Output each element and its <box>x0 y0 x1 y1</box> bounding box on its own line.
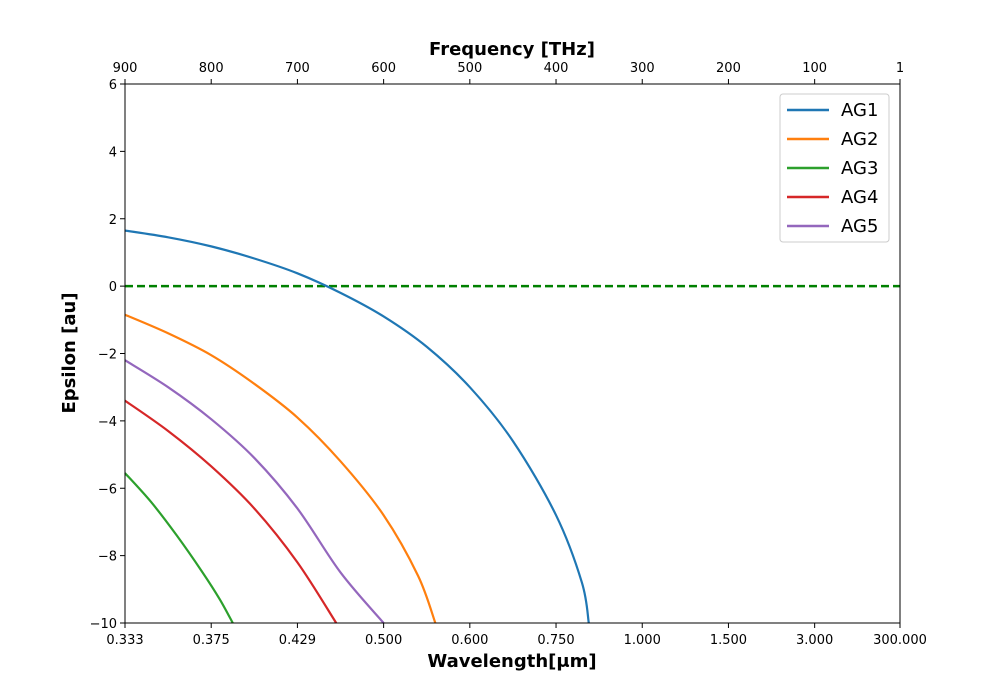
y-tick-label: 0 <box>109 280 117 295</box>
top-tick-label: 200 <box>716 61 741 76</box>
y-tick-label: 6 <box>109 78 117 93</box>
legend: AG1 AG2 AG3 AG4 AG5 <box>779 93 890 243</box>
y-tick-label: 4 <box>109 145 117 160</box>
x-axis-title: Wavelength[μm] <box>427 651 596 672</box>
legend-box <box>779 93 890 243</box>
legend-label-ag2: AG2 <box>841 129 878 150</box>
legend-label-ag3: AG3 <box>841 158 878 179</box>
y-tick-label: −8 <box>98 550 117 565</box>
x-tick-label: 0.600 <box>451 633 488 648</box>
series-line-ag3 <box>124 472 234 624</box>
legend-label-ag1: AG1 <box>841 100 878 121</box>
series-layer <box>124 229 590 624</box>
x-tick-label: 3.000 <box>796 633 833 648</box>
y-tick-label: −6 <box>98 482 117 497</box>
top-tick-label: 800 <box>199 61 224 76</box>
top-tick-label: 700 <box>285 61 310 76</box>
top-tick-label: 500 <box>457 61 482 76</box>
top-tick-label: 100 <box>802 61 827 76</box>
legend-label-ag5: AG5 <box>841 216 878 237</box>
x-tick-label: 300.000 <box>873 633 927 648</box>
y-axis-title: Epsilon [au] <box>59 292 80 413</box>
series-line-ag1 <box>124 229 590 624</box>
series-line-ag5 <box>124 359 385 624</box>
x-tick-label: 1.500 <box>710 633 747 648</box>
y-tick-label: −2 <box>98 348 117 363</box>
series-line-ag2 <box>124 313 437 624</box>
series-line-ag4 <box>124 399 338 624</box>
x-tick-label: 0.750 <box>537 633 574 648</box>
top-tick-label: 400 <box>544 61 569 76</box>
x-tick-label: 0.375 <box>193 633 230 648</box>
top-tick-label: 1 <box>896 61 904 76</box>
y-tick-label: −4 <box>98 415 117 430</box>
x-tick-label: 1.000 <box>624 633 661 648</box>
x-tick-label: 0.429 <box>279 633 316 648</box>
ticks-layer: 6 4 2 0 −2 −4 −6 −8 −100.333 0.375 0.429 0.500 0.600… <box>90 61 927 648</box>
top-tick-label: 300 <box>630 61 655 76</box>
top-tick-label: 600 <box>371 61 396 76</box>
top-axis-title: Frequency [THz] <box>429 39 595 60</box>
x-tick-label: 0.500 <box>365 633 402 648</box>
y-tick-label: 2 <box>109 213 117 228</box>
top-tick-label: 900 <box>113 61 138 76</box>
x-tick-label: 0.333 <box>106 633 143 648</box>
y-tick-label: −10 <box>90 617 117 632</box>
legend-label-ag4: AG4 <box>841 187 878 208</box>
